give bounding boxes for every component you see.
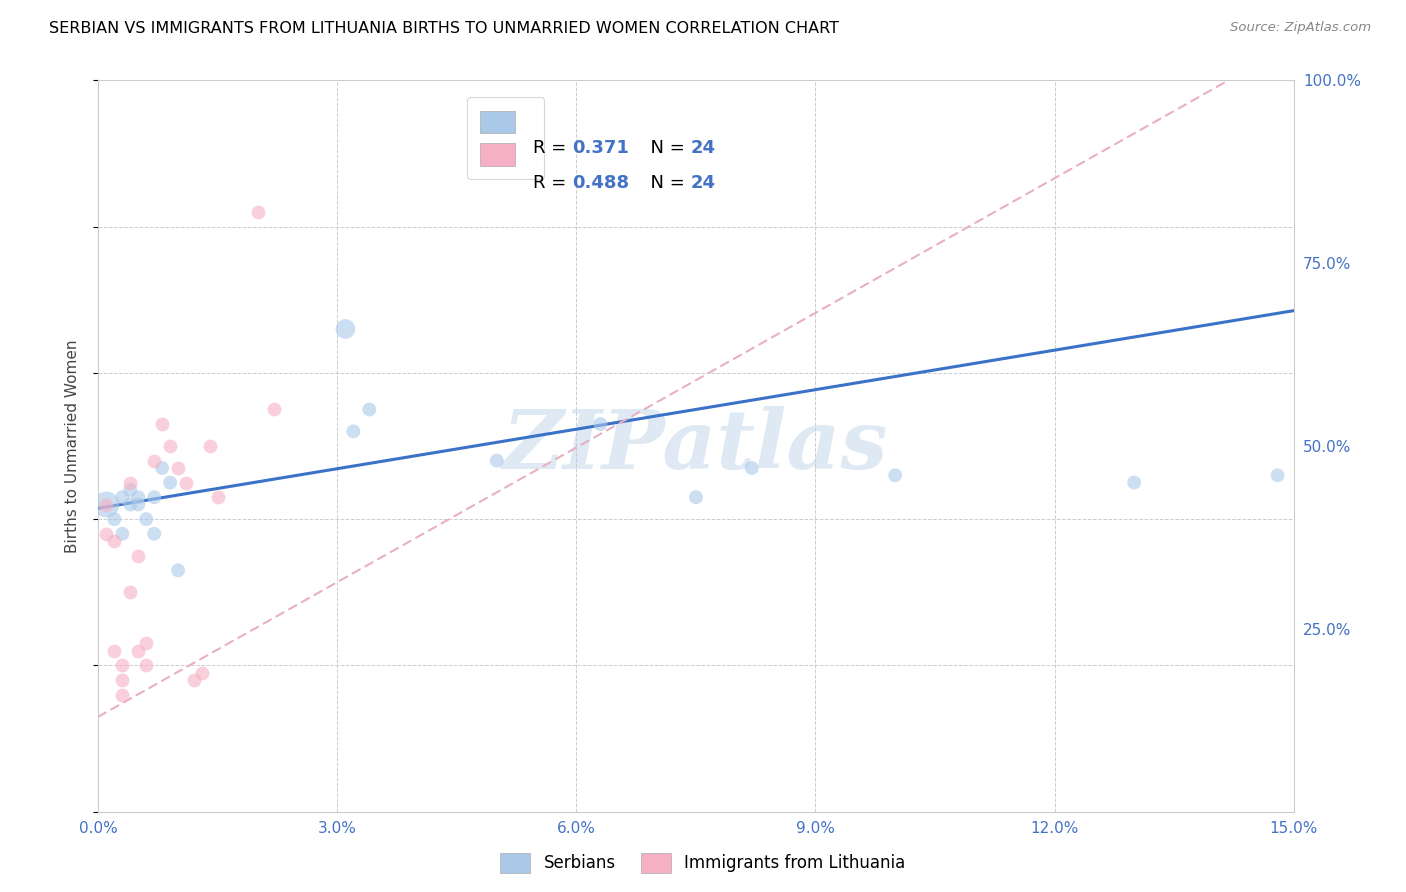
- Point: [96, 498, 118, 512]
- Y-axis label: Births to Unmarried Women: Births to Unmarried Women: [65, 339, 80, 553]
- Point: [135, 512, 157, 526]
- Point: [135, 658, 157, 673]
- Point: [359, 402, 381, 417]
- Point: [342, 425, 364, 439]
- Legend: , : ,: [467, 97, 544, 179]
- Text: 24: 24: [690, 174, 716, 192]
- Point: [120, 585, 142, 599]
- Point: [111, 490, 134, 504]
- Point: [191, 665, 214, 680]
- Point: [120, 475, 142, 490]
- Point: [685, 490, 707, 504]
- Point: [111, 688, 134, 702]
- Point: [127, 549, 149, 563]
- Text: R =: R =: [533, 174, 572, 192]
- Point: [111, 673, 134, 687]
- Point: [198, 439, 221, 453]
- Point: [135, 636, 157, 650]
- Text: 0.371: 0.371: [572, 139, 628, 157]
- Point: [485, 453, 508, 467]
- Point: [167, 563, 190, 577]
- Text: 24: 24: [690, 139, 716, 157]
- Point: [207, 490, 229, 504]
- Point: [174, 475, 197, 490]
- Point: [159, 439, 181, 453]
- Point: [120, 498, 142, 512]
- Point: [159, 475, 181, 490]
- Point: [103, 512, 125, 526]
- Point: [103, 644, 125, 658]
- Text: 0.488: 0.488: [572, 174, 628, 192]
- Point: [96, 526, 118, 541]
- Point: [143, 526, 166, 541]
- Point: [127, 490, 149, 504]
- Point: [884, 468, 907, 483]
- Point: [111, 526, 134, 541]
- Point: [127, 498, 149, 512]
- Point: [143, 453, 166, 467]
- Point: [103, 534, 125, 549]
- Point: [183, 673, 205, 687]
- Point: [150, 417, 173, 431]
- Point: [150, 461, 173, 475]
- Point: [1123, 475, 1146, 490]
- Point: [589, 417, 612, 431]
- Point: [127, 644, 149, 658]
- Text: Source: ZipAtlas.com: Source: ZipAtlas.com: [1230, 21, 1371, 35]
- Point: [143, 490, 166, 504]
- Point: [741, 461, 763, 475]
- Point: [111, 658, 134, 673]
- Point: [1267, 468, 1289, 483]
- Legend: Serbians, Immigrants from Lithuania: Serbians, Immigrants from Lithuania: [494, 847, 912, 880]
- Text: SERBIAN VS IMMIGRANTS FROM LITHUANIA BIRTHS TO UNMARRIED WOMEN CORRELATION CHART: SERBIAN VS IMMIGRANTS FROM LITHUANIA BIR…: [49, 21, 839, 37]
- Point: [120, 483, 142, 497]
- Text: R =: R =: [533, 139, 572, 157]
- Text: N =: N =: [638, 139, 690, 157]
- Text: ZIPatlas: ZIPatlas: [503, 406, 889, 486]
- Point: [246, 205, 269, 219]
- Point: [96, 498, 118, 512]
- Point: [263, 402, 285, 417]
- Point: [167, 461, 190, 475]
- Point: [335, 322, 357, 336]
- Text: N =: N =: [640, 174, 690, 192]
